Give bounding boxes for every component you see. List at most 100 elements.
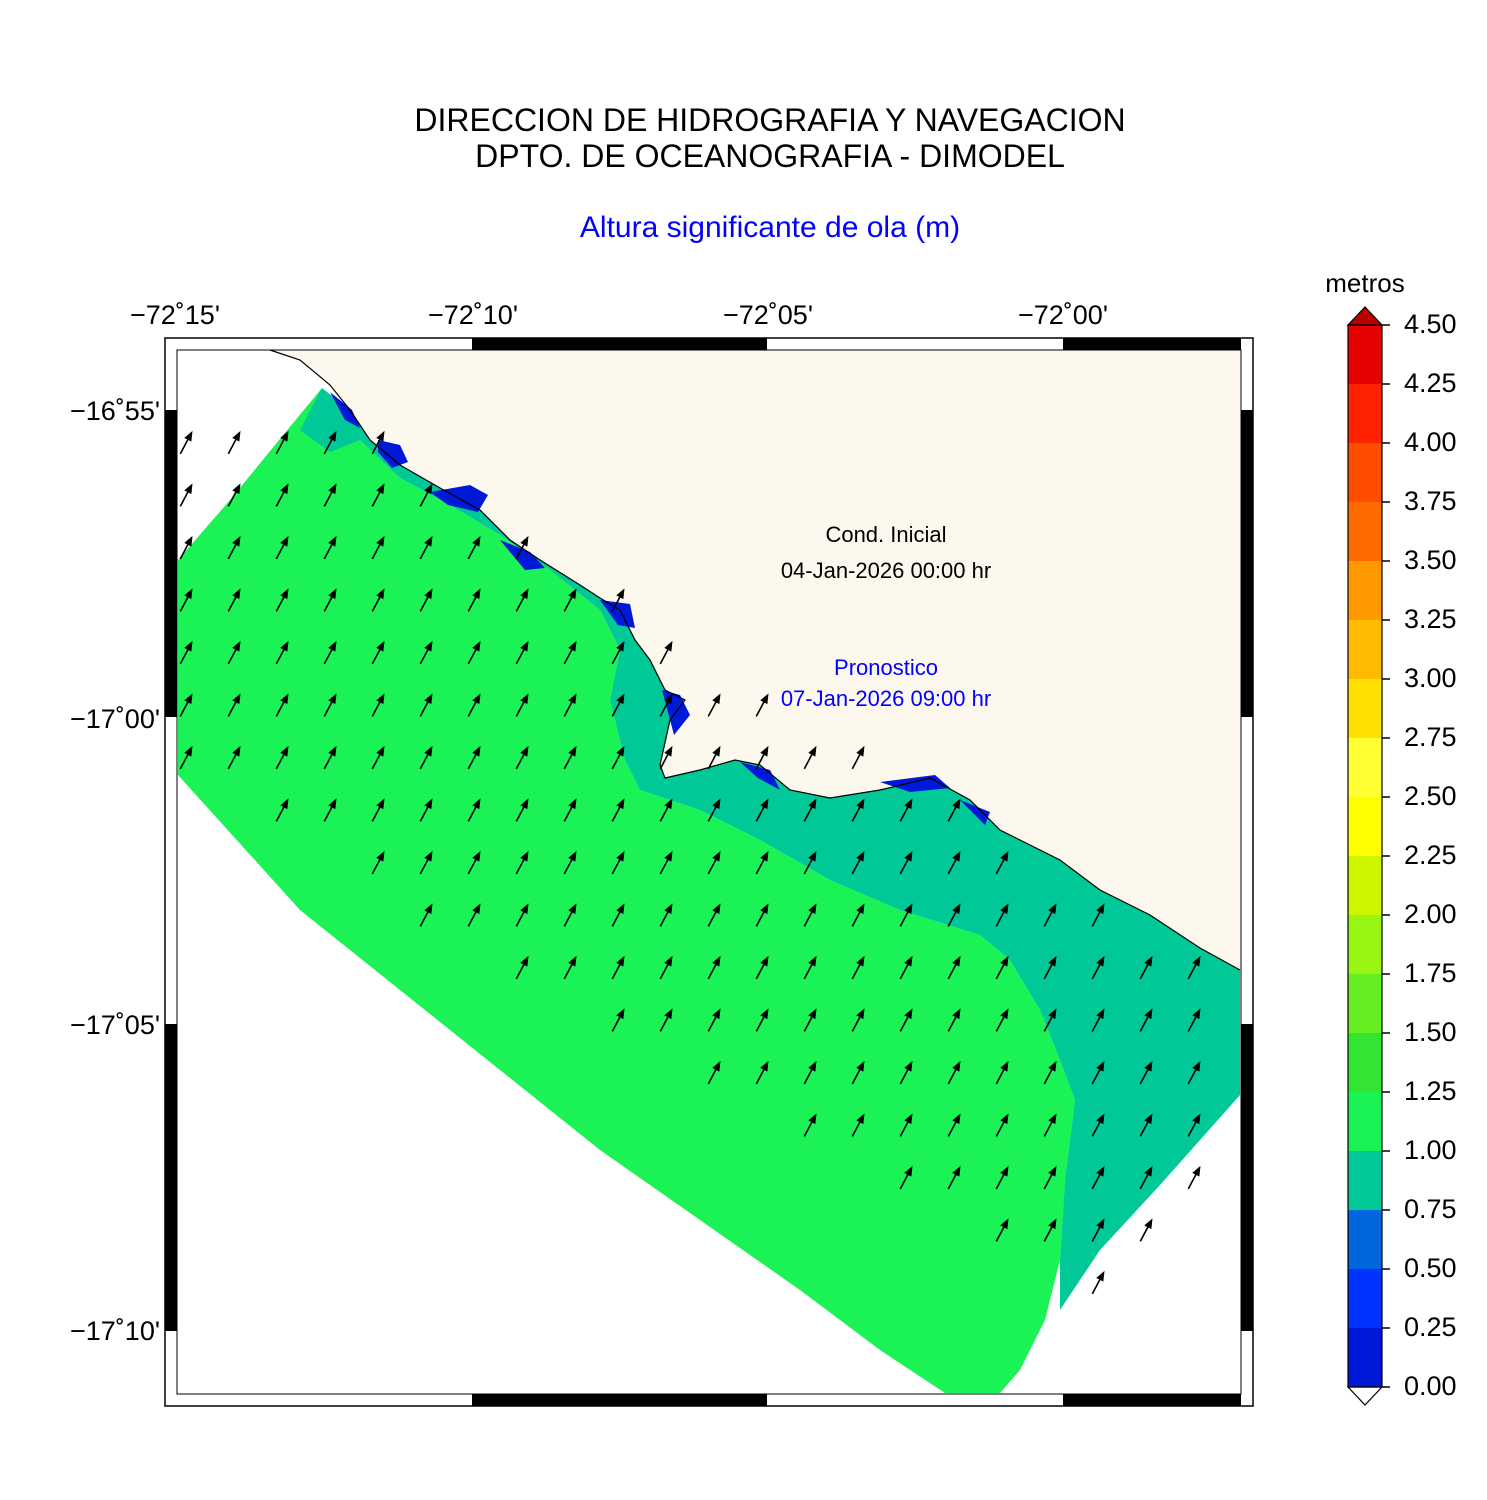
direction-arrow bbox=[563, 955, 577, 980]
direction-arrow bbox=[755, 798, 769, 822]
direction-arrow bbox=[851, 1008, 865, 1032]
direction-arrow bbox=[947, 850, 961, 875]
lat-tick-label: −17˚05' bbox=[70, 1010, 160, 1040]
direction-arrow bbox=[515, 903, 529, 927]
forecast-time: 07-Jan-2026 09:00 hr bbox=[780, 686, 992, 711]
direction-arrow bbox=[755, 745, 769, 770]
colorbar-level-label: 3.50 bbox=[1404, 545, 1457, 575]
direction-arrow bbox=[419, 483, 433, 507]
direction-arrow bbox=[659, 798, 673, 822]
direction-arrow bbox=[659, 693, 673, 717]
direction-arrow bbox=[1139, 1165, 1153, 1190]
direction-arrow bbox=[611, 955, 625, 980]
direction-arrow bbox=[1139, 1008, 1153, 1032]
direction-arrow bbox=[995, 1218, 1009, 1242]
direction-arrow bbox=[563, 693, 577, 717]
direction-arrow bbox=[563, 903, 577, 927]
frame-bar-bottom bbox=[1063, 1394, 1241, 1406]
frame-bar-right bbox=[1241, 1024, 1253, 1331]
direction-arrow bbox=[275, 483, 289, 507]
colorbar-segment bbox=[1348, 1151, 1382, 1210]
direction-arrow bbox=[467, 903, 481, 927]
direction-arrow bbox=[947, 1113, 961, 1137]
direction-arrow bbox=[1139, 1218, 1153, 1242]
direction-arrow bbox=[515, 850, 529, 875]
colorbar-segment bbox=[1348, 443, 1382, 502]
lat-tick-label: −16˚55' bbox=[70, 396, 160, 426]
colorbar-level-label: 4.00 bbox=[1404, 427, 1457, 457]
colorbar-segment bbox=[1348, 620, 1382, 679]
department-title: DPTO. DE OCEANOGRAFIA - DIMODEL bbox=[475, 138, 1065, 174]
colorbar-segment bbox=[1348, 1092, 1382, 1151]
colorbar-level-label: 4.25 bbox=[1404, 368, 1457, 398]
direction-arrow bbox=[275, 430, 289, 455]
colorbar-level-label: 2.25 bbox=[1404, 840, 1457, 870]
direction-arrow bbox=[179, 693, 193, 717]
direction-arrow bbox=[515, 588, 529, 612]
direction-arrow bbox=[323, 430, 337, 455]
direction-arrow bbox=[1043, 1008, 1057, 1032]
direction-arrow bbox=[227, 745, 241, 770]
direction-arrow bbox=[1091, 955, 1105, 980]
direction-arrow bbox=[851, 903, 865, 927]
direction-arrow bbox=[947, 798, 961, 822]
direction-arrow bbox=[611, 693, 625, 717]
direction-arrow bbox=[995, 1060, 1009, 1085]
direction-arrow bbox=[899, 1165, 913, 1190]
direction-arrow bbox=[227, 640, 241, 665]
direction-arrow bbox=[755, 1060, 769, 1085]
direction-arrow bbox=[179, 588, 193, 612]
direction-arrow bbox=[371, 850, 385, 875]
direction-arrow bbox=[371, 693, 385, 717]
direction-arrow bbox=[227, 430, 241, 455]
direction-arrow bbox=[755, 955, 769, 980]
direction-arrow bbox=[851, 745, 865, 770]
direction-arrow bbox=[1043, 903, 1057, 927]
frame-bar-bottom bbox=[472, 1394, 767, 1406]
direction-arrow bbox=[707, 693, 721, 717]
colorbar-segment bbox=[1348, 502, 1382, 561]
direction-arrow bbox=[899, 1060, 913, 1085]
direction-arrow bbox=[1139, 955, 1153, 980]
direction-arrow bbox=[467, 640, 481, 665]
colorbar-segment bbox=[1348, 679, 1382, 738]
colorbar-segment bbox=[1348, 856, 1382, 915]
direction-arrow bbox=[755, 693, 769, 717]
direction-arrow bbox=[755, 1008, 769, 1032]
direction-arrow bbox=[659, 850, 673, 875]
direction-arrow bbox=[323, 640, 337, 665]
direction-arrow bbox=[1091, 1060, 1105, 1085]
frame-bar-left bbox=[165, 410, 177, 717]
map-border bbox=[164, 337, 1254, 1407]
direction-arrow bbox=[515, 745, 529, 770]
direction-arrow bbox=[707, 903, 721, 927]
direction-arrow bbox=[1091, 1008, 1105, 1032]
colorbar-segment bbox=[1348, 915, 1382, 974]
direction-arrow bbox=[467, 798, 481, 822]
direction-arrow bbox=[275, 588, 289, 612]
direction-arrow bbox=[707, 955, 721, 980]
direction-arrow bbox=[1091, 1270, 1105, 1295]
colorbar-segment bbox=[1348, 738, 1382, 797]
direction-arrow bbox=[1187, 1165, 1201, 1190]
direction-arrow bbox=[419, 745, 433, 770]
direction-arrow bbox=[1043, 1060, 1057, 1085]
colorbar-level-label: 3.00 bbox=[1404, 663, 1457, 693]
direction-arrow bbox=[323, 483, 337, 507]
direction-arrow bbox=[323, 798, 337, 822]
direction-arrow bbox=[659, 1008, 673, 1032]
colorbar-level-label: 3.75 bbox=[1404, 486, 1457, 516]
direction-arrow bbox=[371, 640, 385, 665]
direction-arrow bbox=[1139, 1113, 1153, 1137]
direction-arrow bbox=[947, 1165, 961, 1190]
direction-arrow bbox=[995, 1008, 1009, 1032]
direction-arrow bbox=[563, 640, 577, 665]
wave-direction-arrows bbox=[179, 430, 1201, 1295]
colorbar-segment bbox=[1348, 1033, 1382, 1092]
direction-arrow bbox=[611, 745, 625, 770]
direction-arrow bbox=[707, 798, 721, 822]
direction-arrow bbox=[803, 1113, 817, 1137]
direction-arrow bbox=[419, 850, 433, 875]
direction-arrow bbox=[563, 850, 577, 875]
direction-arrow bbox=[803, 798, 817, 822]
